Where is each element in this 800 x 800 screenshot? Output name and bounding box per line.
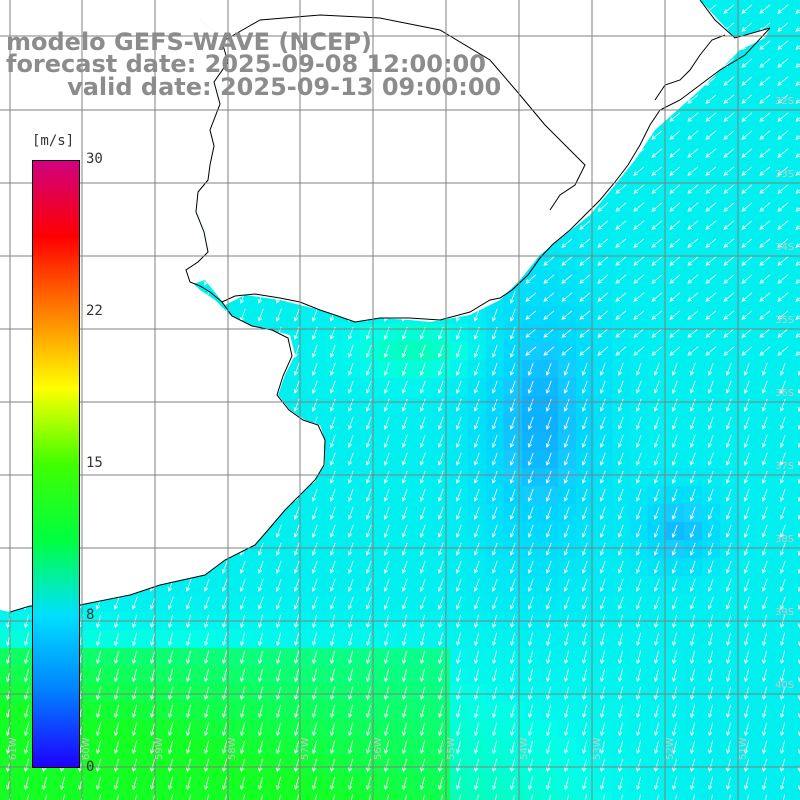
colorbar-unit: [m/s] bbox=[32, 133, 75, 149]
colorbar-tick-15: 15 bbox=[86, 455, 103, 471]
colorbar-tick-8: 8 bbox=[86, 607, 95, 623]
lat-label: 36S bbox=[775, 388, 794, 399]
lon-label: 57W bbox=[300, 737, 311, 760]
lon-label: 59W bbox=[154, 737, 165, 760]
title-valid-date: valid date: 2025-09-13 09:00:00 bbox=[42, 73, 502, 101]
lon-label: 51W bbox=[738, 737, 749, 760]
lat-label: 32S bbox=[775, 96, 794, 107]
lat-label: 35S bbox=[775, 315, 794, 326]
lon-label: 52W bbox=[665, 737, 676, 760]
lon-label: 53W bbox=[592, 737, 603, 760]
lon-label: 56W bbox=[373, 737, 384, 760]
lon-label: 60W bbox=[81, 737, 92, 760]
lat-label: 38S bbox=[775, 534, 794, 545]
lon-label: 54W bbox=[519, 737, 530, 760]
lon-label: 55W bbox=[446, 737, 457, 760]
colorbar bbox=[32, 160, 80, 768]
lon-label: 61W bbox=[8, 737, 19, 760]
title-model: modelo GEFS-WAVE (NCEP) bbox=[6, 28, 372, 56]
colorbar-tick-0: 0 bbox=[86, 759, 95, 775]
colorbar-tick-30: 30 bbox=[86, 151, 103, 167]
lat-label: 40S bbox=[775, 680, 794, 691]
colorbar-tick-22: 22 bbox=[86, 303, 103, 319]
graticule-labels: 32S 33S 34S 35S 36S 37S 38S 39S 40S 61W 60W 59W 58W 5… bbox=[8, 96, 794, 760]
lat-label: 33S bbox=[775, 169, 794, 180]
title-forecast-date: forecast date: 2025-09-08 12:00:00 bbox=[6, 50, 486, 78]
lat-label: 34S bbox=[775, 242, 794, 253]
land-mask-argentina bbox=[0, 0, 325, 612]
lon-label: 58W bbox=[227, 737, 238, 760]
lat-label: 39S bbox=[775, 607, 794, 618]
land-mask bbox=[0, 0, 770, 322]
lat-label: 37S bbox=[775, 461, 794, 472]
